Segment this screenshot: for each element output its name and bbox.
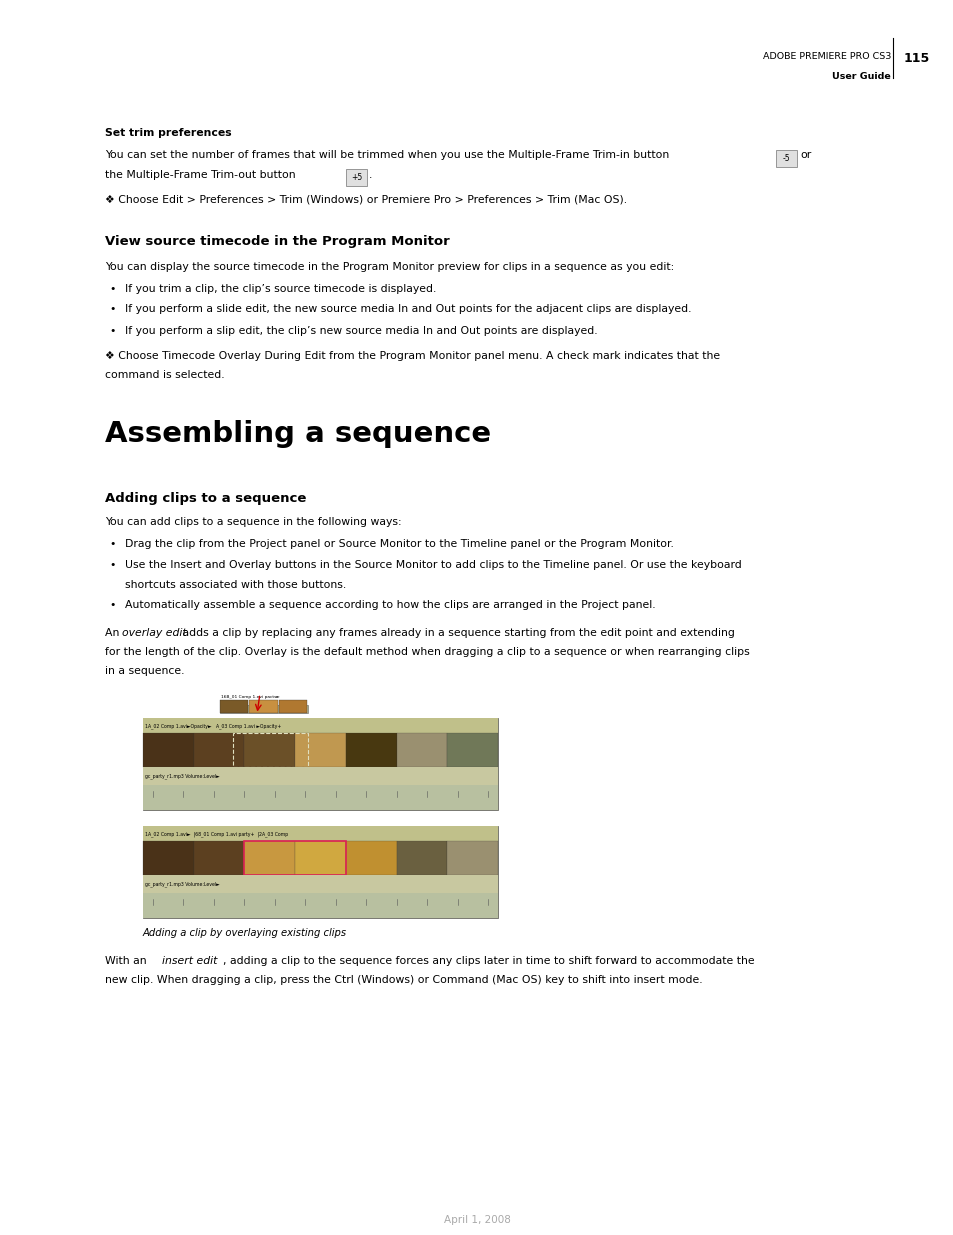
Text: new clip. When dragging a clip, press the Ctrl (Windows) or Command (Mac OS) key: new clip. When dragging a clip, press th…: [105, 974, 702, 986]
FancyBboxPatch shape: [346, 169, 367, 186]
Text: April 1, 2008: April 1, 2008: [443, 1215, 510, 1225]
Text: Adding a clip by overlaying existing clips: Adding a clip by overlaying existing cli…: [143, 927, 347, 937]
Bar: [447, 734, 497, 767]
Bar: [143, 718, 497, 809]
Text: or: or: [800, 149, 810, 161]
Text: 1A_02 Comp 1.avi►  |68_01 Comp 1.avi party+  |2A_03 Comp: 1A_02 Comp 1.avi► |68_01 Comp 1.avi part…: [145, 831, 288, 836]
Bar: [143, 734, 193, 767]
Bar: [220, 700, 248, 713]
Text: in a sequence.: in a sequence.: [105, 667, 184, 677]
Text: Set trim preferences: Set trim preferences: [105, 128, 232, 138]
Bar: [143, 784, 497, 809]
Text: With an: With an: [105, 956, 150, 966]
FancyBboxPatch shape: [775, 149, 796, 167]
Text: overlay edit: overlay edit: [121, 627, 186, 637]
Bar: [294, 734, 346, 767]
Bar: [396, 841, 447, 876]
Text: ADOBE PREMIERE PRO CS3: ADOBE PREMIERE PRO CS3: [761, 52, 890, 61]
Bar: [193, 841, 244, 876]
Bar: [143, 825, 497, 841]
Text: An: An: [105, 627, 123, 637]
Bar: [143, 767, 497, 784]
Text: insert edit: insert edit: [162, 956, 217, 966]
Text: You can set the number of frames that will be trimmed when you use the Multiple-: You can set the number of frames that wi…: [105, 149, 669, 161]
Bar: [143, 841, 193, 876]
Text: •: •: [109, 600, 115, 610]
Text: -5: -5: [781, 153, 789, 163]
Text: Drag the clip from the Project panel or Source Monitor to the Timeline panel or : Drag the clip from the Project panel or …: [125, 538, 673, 550]
Bar: [143, 893, 497, 918]
Bar: [244, 841, 346, 876]
Text: 115: 115: [903, 52, 929, 65]
Text: ❖ Choose Timecode Overlay During Edit from the Program Monitor panel menu. A che: ❖ Choose Timecode Overlay During Edit fr…: [105, 351, 720, 361]
Bar: [249, 700, 277, 713]
Text: Assembling a sequence: Assembling a sequence: [105, 420, 491, 448]
Bar: [244, 734, 294, 767]
Text: If you perform a slip edit, the clip’s new source media In and Out points are di: If you perform a slip edit, the clip’s n…: [125, 326, 597, 336]
Text: command is selected.: command is selected.: [105, 370, 224, 380]
Text: 16B_01 Comp 1.evi pacts►: 16B_01 Comp 1.evi pacts►: [221, 695, 279, 699]
Bar: [220, 705, 308, 713]
Bar: [193, 734, 244, 767]
Bar: [143, 825, 497, 918]
Text: •: •: [109, 284, 115, 294]
Bar: [396, 734, 447, 767]
Text: 1A_02 Comp 1.avi►Opacity►   A_03 Comp 1.avi ►Opacity+: 1A_02 Comp 1.avi►Opacity► A_03 Comp 1.av…: [145, 722, 281, 729]
Bar: [447, 841, 497, 876]
Text: You can add clips to a sequence in the following ways:: You can add clips to a sequence in the f…: [105, 517, 401, 527]
Text: +5: +5: [351, 173, 362, 183]
Bar: [244, 841, 294, 876]
Text: ❖ Choose Edit > Preferences > Trim (Windows) or Premiere Pro > Preferences > Tri: ❖ Choose Edit > Preferences > Trim (Wind…: [105, 194, 626, 205]
Text: , adding a clip to the sequence forces any clips later in time to shift forward : , adding a clip to the sequence forces a…: [223, 956, 754, 966]
Bar: [233, 734, 308, 767]
Bar: [346, 734, 396, 767]
Text: •: •: [109, 326, 115, 336]
Text: for the length of the clip. Overlay is the default method when dragging a clip t: for the length of the clip. Overlay is t…: [105, 647, 749, 657]
Text: View source timecode in the Program Monitor: View source timecode in the Program Moni…: [105, 235, 449, 247]
Text: .: .: [369, 169, 372, 179]
Bar: [278, 700, 307, 713]
Text: Adding clips to a sequence: Adding clips to a sequence: [105, 492, 306, 505]
Bar: [294, 841, 346, 876]
Bar: [143, 876, 497, 893]
Bar: [143, 718, 497, 734]
Text: You can display the source timecode in the Program Monitor preview for clips in : You can display the source timecode in t…: [105, 262, 674, 272]
Text: shortcuts associated with those buttons.: shortcuts associated with those buttons.: [125, 579, 346, 589]
Text: gc_party_r1.mp3 Volume:Level►: gc_party_r1.mp3 Volume:Level►: [145, 882, 219, 887]
Text: Use the Insert and Overlay buttons in the Source Monitor to add clips to the Tim: Use the Insert and Overlay buttons in th…: [125, 559, 741, 571]
Text: adds a clip by replacing any frames already in a sequence starting from the edit: adds a clip by replacing any frames alre…: [179, 627, 734, 637]
Bar: [346, 841, 396, 876]
Text: If you trim a clip, the clip’s source timecode is displayed.: If you trim a clip, the clip’s source ti…: [125, 284, 436, 294]
Text: Automatically assemble a sequence according to how the clips are arranged in the: Automatically assemble a sequence accord…: [125, 600, 655, 610]
Text: If you perform a slide edit, the new source media In and Out points for the adja: If you perform a slide edit, the new sou…: [125, 305, 691, 315]
Text: •: •: [109, 559, 115, 571]
Text: •: •: [109, 538, 115, 550]
Text: the Multiple-Frame Trim-out button: the Multiple-Frame Trim-out button: [105, 169, 295, 179]
Text: •: •: [109, 305, 115, 315]
Text: User Guide: User Guide: [831, 72, 890, 82]
Text: gc_party_r1.mp3 Volume:Level►: gc_party_r1.mp3 Volume:Level►: [145, 773, 219, 779]
